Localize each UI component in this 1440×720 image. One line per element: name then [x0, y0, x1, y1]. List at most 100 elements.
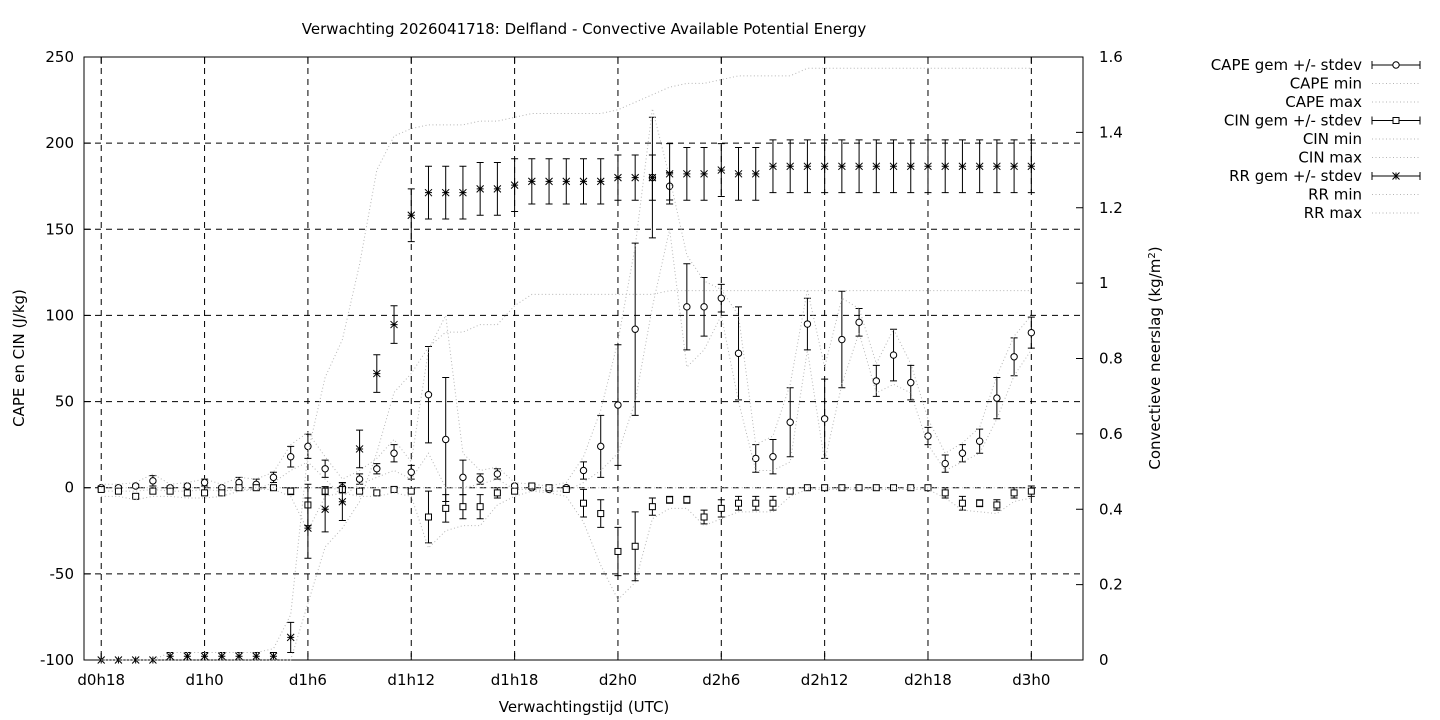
data-point: [459, 503, 467, 511]
star-marker: [889, 162, 898, 171]
series-line: [101, 290, 1032, 661]
data-point: [355, 445, 364, 453]
data-point: [149, 656, 157, 664]
circle-marker: [1027, 328, 1036, 337]
x-tick-label: d1h12: [387, 671, 435, 689]
data-point: [562, 177, 571, 186]
square-marker: [1027, 487, 1035, 495]
circle-marker: [786, 418, 794, 426]
star-marker: [527, 177, 536, 186]
star-marker: [304, 524, 312, 532]
square-marker: [97, 485, 105, 493]
legend-label: CIN max: [1298, 149, 1362, 167]
circle-marker: [390, 449, 398, 457]
star-marker: [872, 162, 881, 171]
square-marker: [976, 499, 984, 507]
circle-marker: [855, 318, 863, 327]
circle-marker: [149, 477, 157, 485]
data-point: [769, 453, 777, 461]
square-marker: [614, 547, 622, 555]
square-marker: [993, 501, 1001, 509]
data-point: [665, 169, 674, 178]
data-point: [976, 499, 984, 507]
data-point: [131, 656, 140, 664]
data-point: [390, 320, 398, 329]
star-marker: [407, 211, 416, 220]
data-point: [183, 652, 192, 661]
y-tick-label: 50: [55, 393, 74, 411]
circle-marker: [993, 394, 1001, 402]
data-point: [580, 499, 587, 507]
star-marker: [958, 162, 967, 171]
data-point: [1010, 353, 1018, 361]
data-point: [855, 162, 863, 171]
circle-marker: [407, 468, 415, 476]
star-marker: [545, 177, 553, 186]
star-marker: [200, 652, 209, 661]
data-point: [200, 478, 209, 487]
star-marker: [1392, 172, 1400, 180]
circle-marker: [424, 390, 433, 399]
data-point: [993, 162, 1001, 171]
y2-tick-label: 1: [1099, 274, 1109, 292]
data-point: [114, 487, 122, 495]
data-point: [631, 173, 640, 182]
star-marker: [941, 162, 950, 171]
star-marker: [166, 652, 174, 661]
data-point: [648, 173, 657, 182]
star-marker: [614, 173, 622, 182]
star-marker: [372, 369, 381, 378]
circle-marker: [200, 478, 209, 487]
circle-marker: [373, 465, 381, 473]
data-point: [200, 652, 209, 661]
legend-marker: [1392, 117, 1400, 124]
star-marker: [286, 633, 295, 642]
series-rr-max: [101, 67, 1032, 661]
data-point: [751, 169, 760, 178]
data-point: [803, 162, 812, 171]
circle-marker: [872, 377, 881, 385]
y-tick-label: 200: [45, 134, 74, 152]
chart-title: Verwachting 2026041718: Delfland - Conve…: [302, 20, 867, 38]
legend-label: CIN min: [1303, 130, 1362, 148]
circle-marker: [183, 482, 192, 490]
star-marker: [820, 162, 829, 171]
data-point: [424, 390, 433, 399]
data-point: [218, 489, 226, 497]
series-line: [101, 67, 1032, 661]
square-marker: [235, 484, 243, 492]
data-point: [614, 401, 622, 409]
circle-marker: [803, 320, 812, 328]
data-point: [407, 211, 416, 220]
square-marker: [1010, 489, 1018, 497]
data-point: [527, 177, 536, 186]
circle-marker: [131, 482, 140, 490]
square-marker: [407, 487, 415, 495]
square-marker: [700, 513, 708, 521]
data-point: [149, 487, 157, 495]
circle-marker: [975, 437, 984, 445]
star-marker: [493, 185, 502, 193]
square-marker: [821, 484, 829, 492]
y-tick-label: 150: [45, 220, 74, 238]
data-point: [493, 470, 502, 478]
circle-marker: [614, 401, 622, 409]
star-marker: [596, 177, 605, 186]
square-marker: [166, 487, 174, 495]
circle-marker: [269, 473, 278, 482]
data-point: [1010, 489, 1018, 497]
star-marker: [803, 162, 812, 171]
y-tick-label: 100: [45, 306, 74, 324]
data-point: [1027, 328, 1036, 337]
square-marker: [752, 499, 760, 507]
data-point: [993, 394, 1001, 402]
data-point: [407, 487, 415, 495]
circle-marker: [1392, 61, 1400, 69]
star-marker: [217, 652, 226, 661]
circle-marker: [958, 449, 967, 457]
data-point: [907, 378, 915, 387]
circle-marker: [442, 435, 450, 444]
star-marker: [717, 166, 726, 174]
data-point: [304, 442, 312, 451]
square-marker: [373, 489, 381, 497]
